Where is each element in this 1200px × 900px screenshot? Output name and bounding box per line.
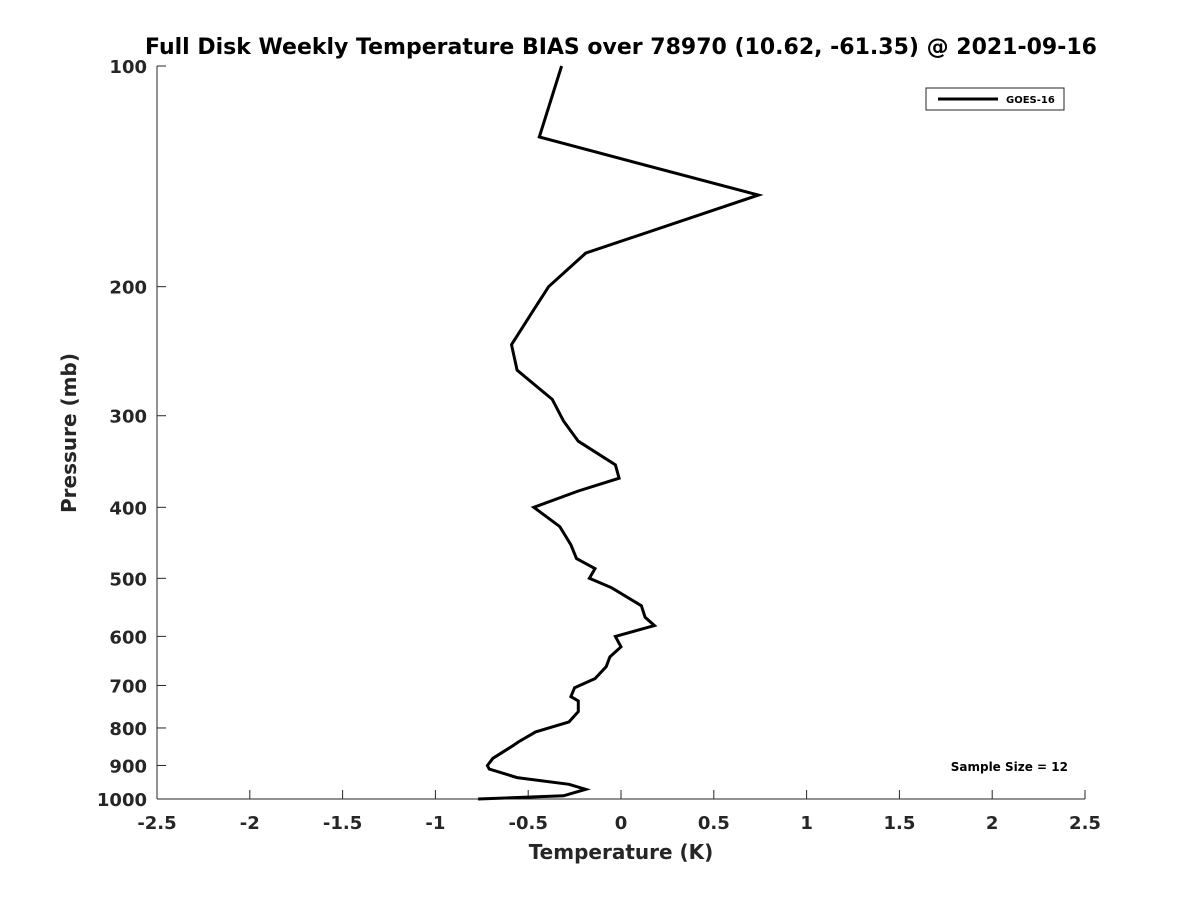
x-axis-label: Temperature (K) (529, 840, 714, 864)
x-tick-label: 2.5 (1069, 813, 1101, 834)
x-tick-label: -2.5 (137, 813, 176, 834)
x-tick-label: 0.5 (698, 813, 730, 834)
x-tick-label: -0.5 (509, 813, 548, 834)
x-tick-label: 1.5 (883, 813, 915, 834)
y-tick-label: 500 (109, 569, 147, 590)
axes (156, 66, 1085, 800)
y-tick-label: 100 (109, 57, 147, 78)
x-tick-label: 2 (986, 813, 999, 834)
legend-label-goes-16: GOES-16 (1006, 95, 1055, 106)
y-tick-label: 1000 (97, 790, 147, 811)
sample-size-annotation: Sample Size = 12 (951, 760, 1068, 774)
y-tick-label: 400 (109, 498, 147, 519)
series-line-goes-16 (478, 65, 764, 801)
y-tick-label: 600 (109, 627, 147, 648)
x-tick-label: -2 (240, 813, 260, 834)
y-tick-label: 200 (109, 278, 147, 299)
x-tick-label: 0 (615, 813, 628, 834)
y-axis-label: Pressure (mb) (57, 353, 81, 513)
y-ticks: 100 200 300 400 500 600 700 800 900 1000 (97, 57, 166, 811)
y-tick-label: 900 (109, 756, 147, 777)
legend: GOES-16 (925, 87, 1065, 111)
series-layer (478, 65, 764, 801)
y-tick-label: 300 (109, 407, 147, 428)
x-tick-label: -1.5 (323, 813, 362, 834)
x-ticks: -2.5 -2 -1.5 -1 -0.5 0 0.5 1 1.5 2 2.5 (137, 790, 1101, 834)
chart-title: Full Disk Weekly Temperature BIAS over 7… (145, 35, 1097, 60)
y-tick-label: 700 (109, 676, 147, 697)
y-tick-label: 800 (109, 719, 147, 740)
x-tick-label: 1 (800, 813, 813, 834)
x-tick-label: -1 (425, 813, 445, 834)
